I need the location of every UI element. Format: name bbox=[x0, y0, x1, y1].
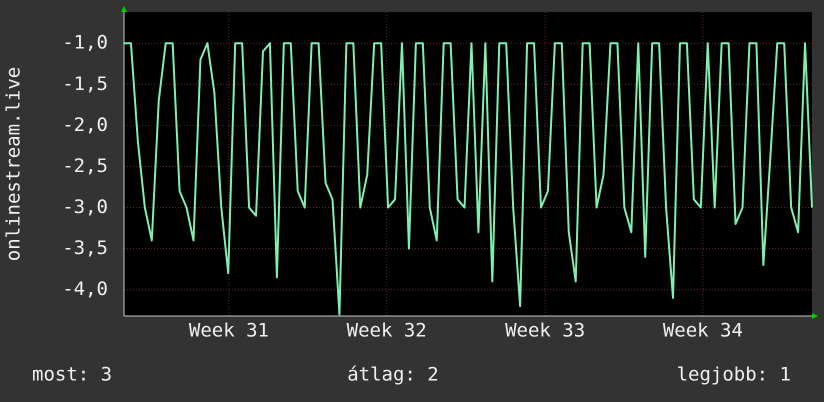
y-tick-label: -1,5 bbox=[62, 73, 108, 95]
y-tick-label: -4,0 bbox=[62, 278, 108, 300]
y-tick-label: -3,5 bbox=[62, 237, 108, 259]
x-axis-arrow bbox=[812, 313, 818, 319]
footer-current: most: 3 bbox=[32, 364, 112, 386]
y-tick-label: -1,0 bbox=[62, 32, 108, 54]
x-tick-label: Week 31 bbox=[189, 320, 269, 342]
footer-best: legjobb: 1 bbox=[677, 364, 791, 386]
x-tick-label: Week 33 bbox=[505, 320, 585, 342]
data-line bbox=[124, 42, 813, 316]
y-axis-label: onlinestream.live bbox=[3, 67, 25, 261]
y-tick-label: -2,0 bbox=[62, 114, 108, 136]
y-tick-label: -3,0 bbox=[62, 196, 108, 218]
x-tick-label: Week 32 bbox=[347, 320, 427, 342]
footer-average: átlag: 2 bbox=[347, 364, 439, 386]
plot-area bbox=[124, 12, 812, 316]
y-tick-label: -2,5 bbox=[62, 155, 108, 177]
x-tick-label: Week 34 bbox=[663, 320, 743, 342]
y-axis-arrow bbox=[121, 6, 127, 12]
